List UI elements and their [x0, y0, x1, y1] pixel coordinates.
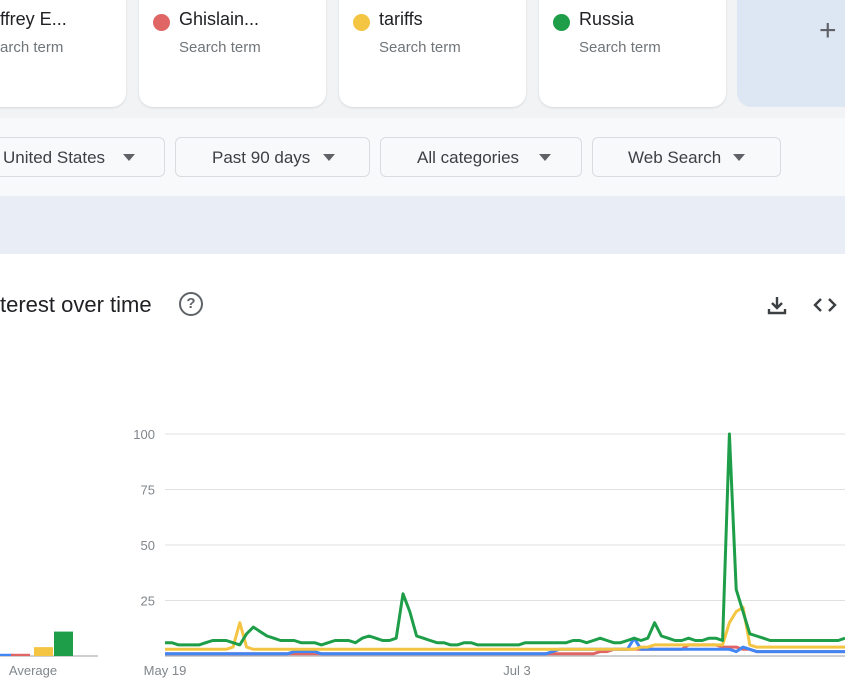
- banner-strip: [0, 196, 845, 254]
- caret-down-icon: [733, 154, 745, 161]
- term-card-2[interactable]: Ghislain... Search term: [139, 0, 326, 107]
- term-card-4[interactable]: Russia Search term: [539, 0, 726, 107]
- x-tick-label: Jul 3: [503, 663, 530, 678]
- help-circle-icon[interactable]: ?: [179, 292, 203, 316]
- series-line: [165, 636, 845, 656]
- region-label: United States: [3, 148, 106, 167]
- y-tick-label: 100: [133, 427, 155, 442]
- plus-icon: +: [819, 14, 837, 47]
- average-bar: [34, 647, 53, 656]
- term-card-1[interactable]: ffrey E... arch term: [0, 0, 126, 107]
- average-bar: [54, 631, 73, 656]
- term-title: ffrey E...: [0, 9, 67, 29]
- caret-down-icon: [539, 154, 551, 161]
- average-bar: [0, 653, 13, 656]
- embed-code-icon[interactable]: [812, 294, 838, 316]
- category-dropdown[interactable]: All categories: [380, 137, 582, 177]
- term-subtitle: Search term: [379, 39, 461, 56]
- x-tick-label: May 19: [144, 663, 187, 678]
- color-dot-icon: [353, 14, 370, 31]
- y-tick-label: 50: [141, 538, 155, 553]
- interest-over-time-chart: Average 100 75 50 25 May 19 Jul 3: [0, 427, 845, 678]
- term-title: Ghislain...: [179, 9, 260, 29]
- color-dot-icon: [553, 14, 570, 31]
- average-label: Average: [9, 663, 57, 678]
- term-subtitle: Search term: [579, 39, 661, 56]
- search-type-label: Web Search: [628, 148, 722, 167]
- download-icon[interactable]: [766, 294, 788, 316]
- term-title: tariffs: [379, 9, 423, 29]
- time-range-dropdown[interactable]: Past 90 days: [175, 137, 370, 177]
- caret-down-icon: [123, 154, 135, 161]
- term-subtitle: arch term: [0, 39, 64, 56]
- region-dropdown[interactable]: United States: [0, 137, 165, 177]
- time-range-label: Past 90 days: [212, 148, 311, 167]
- term-subtitle: Search term: [179, 39, 261, 56]
- search-type-dropdown[interactable]: Web Search: [592, 137, 781, 177]
- average-bar: [11, 653, 30, 656]
- color-dot-icon: [153, 14, 170, 31]
- y-tick-label: 75: [141, 483, 155, 498]
- series-line: [165, 605, 845, 651]
- caret-down-icon: [323, 154, 335, 161]
- series-line: [165, 432, 845, 647]
- term-card-3[interactable]: tariffs Search term: [339, 0, 526, 107]
- add-term-button[interactable]: +: [737, 0, 845, 107]
- term-title: Russia: [579, 9, 635, 29]
- category-label: All categories: [417, 148, 520, 167]
- section-title: terest over time: [0, 292, 152, 317]
- y-tick-label: 25: [141, 594, 155, 609]
